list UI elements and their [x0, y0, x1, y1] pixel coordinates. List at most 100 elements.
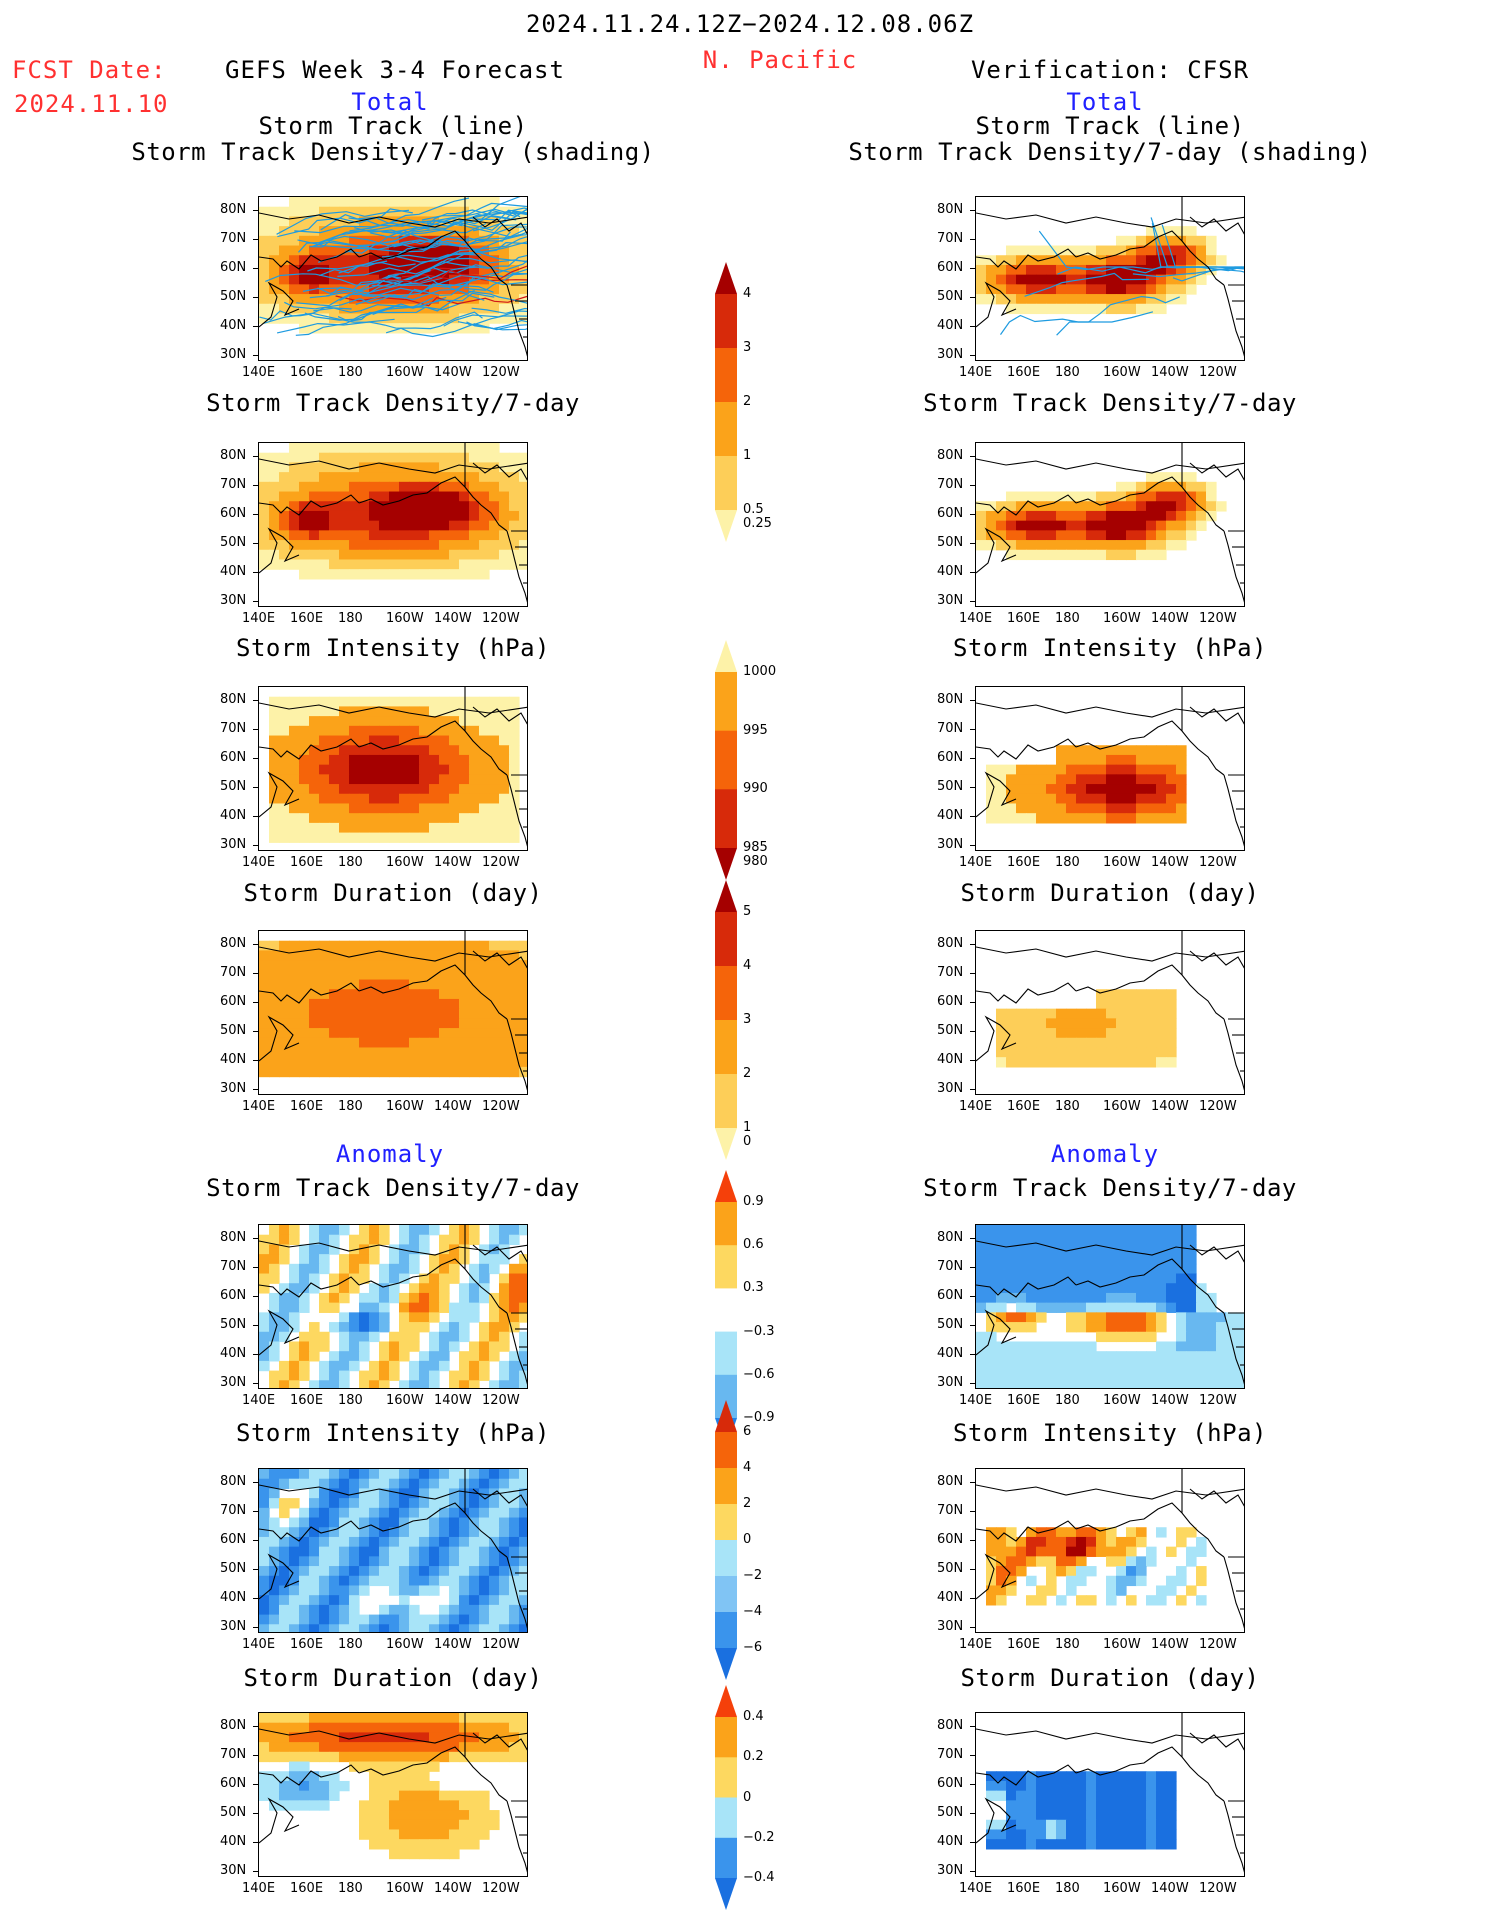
grid-cell	[289, 303, 300, 315]
grid-cell	[369, 559, 380, 570]
grid-cell	[359, 1037, 370, 1049]
grid-cell	[1036, 1790, 1047, 1801]
grid-cell	[1106, 255, 1117, 266]
grid-cell	[1176, 1341, 1187, 1352]
grid-cell	[409, 472, 420, 483]
grid-cell	[339, 443, 350, 454]
grid-cell	[309, 1057, 320, 1068]
grid-cell	[986, 520, 997, 531]
grid-cell	[349, 1254, 360, 1265]
grid-cell	[1076, 1829, 1087, 1840]
grid-cell	[1176, 784, 1187, 795]
grid-cell	[299, 822, 310, 834]
grid-cell	[429, 206, 440, 218]
grid-cell	[996, 1546, 1007, 1557]
grid-cell	[309, 1604, 320, 1616]
grid-cell	[319, 813, 330, 824]
grid-cell	[1096, 1057, 1107, 1068]
grid-cell	[1236, 1351, 1244, 1362]
grid-cell	[279, 1751, 290, 1763]
grid-cell	[449, 294, 460, 305]
grid-cell	[359, 1370, 370, 1381]
grid-cell	[419, 969, 430, 981]
x-tick-label: 160E	[1007, 855, 1041, 870]
grid-cell	[279, 491, 290, 502]
grid-cell	[1086, 520, 1097, 531]
grid-cell	[1136, 1312, 1147, 1323]
grid-cell	[489, 1732, 500, 1743]
grid-cell	[1206, 1312, 1217, 1323]
grid-cell	[509, 1595, 520, 1606]
grid-cell	[369, 1780, 380, 1792]
grid-cell	[1136, 501, 1147, 512]
grid-cell	[469, 1225, 480, 1236]
grid-cell	[359, 960, 370, 971]
x-tick-label: 120W	[482, 1393, 520, 1408]
grid-cell	[1126, 1566, 1137, 1577]
grid-cell	[369, 1713, 380, 1724]
grid-cell	[379, 540, 390, 551]
grid-cell	[469, 264, 480, 276]
grid-cell	[319, 1575, 330, 1587]
x-tick-label: 160W	[1103, 1881, 1141, 1896]
grid-cell	[469, 1380, 480, 1388]
grid-cell	[289, 1800, 300, 1811]
x-tick-label: 120W	[482, 611, 520, 626]
grid-cell	[459, 549, 470, 561]
grid-cell	[369, 1810, 380, 1821]
grid-cell	[1146, 989, 1157, 1000]
grid-cell	[1216, 1360, 1227, 1372]
grid-cell	[449, 1302, 460, 1313]
grid-cell	[269, 1722, 280, 1734]
grid-cell	[1126, 510, 1137, 522]
grid-cell	[1116, 1380, 1127, 1388]
grid-cell	[1146, 1380, 1157, 1388]
y-tick-label: 80N	[937, 1230, 964, 1245]
grid-cell	[419, 1585, 430, 1596]
grid-cell	[489, 1566, 500, 1577]
x-tick-label: 140W	[434, 1393, 472, 1408]
x-tick-label: 160E	[1007, 1393, 1041, 1408]
grid-cell	[1136, 1283, 1147, 1294]
y-tick-label: 40N	[220, 564, 247, 579]
grid-cell	[1156, 1771, 1167, 1782]
grid-cell	[499, 1614, 510, 1625]
grid-cell	[1156, 520, 1167, 531]
grid-cell	[329, 735, 340, 746]
grid-cell	[519, 1604, 527, 1616]
grid-cell	[1096, 1254, 1107, 1265]
grid-cell	[1056, 1380, 1067, 1388]
grid-cell	[439, 696, 450, 708]
grid-cell	[299, 1302, 310, 1313]
grid-cell	[479, 1751, 490, 1763]
grid-cell	[479, 1595, 490, 1606]
grid-cell	[299, 510, 310, 522]
grid-cell	[409, 520, 420, 531]
y-tick-label: 80N	[937, 692, 964, 707]
grid-cell	[369, 1312, 380, 1323]
grid-cell	[269, 1351, 280, 1362]
grid-cell	[1006, 1273, 1017, 1284]
x-tick-label: 140E	[959, 1637, 993, 1652]
grid-cell	[1016, 1225, 1027, 1236]
grid-cell	[469, 1057, 480, 1068]
grid-cell	[379, 1018, 390, 1029]
grid-cell	[1116, 294, 1127, 305]
grid-cell	[1146, 255, 1157, 266]
y-tick-mark	[970, 1031, 975, 1032]
y-tick-label: 30N	[937, 837, 964, 852]
grid-cell	[1006, 264, 1017, 276]
grid-cell	[419, 822, 430, 834]
grid-cell	[1036, 530, 1047, 541]
grid-cell	[1006, 294, 1017, 305]
grid-cell	[359, 1263, 370, 1275]
grid-cell	[339, 1360, 350, 1372]
grid-cell	[359, 472, 370, 483]
grid-cell	[379, 206, 390, 218]
grid-cell	[1146, 1234, 1157, 1246]
grid-cell	[996, 1780, 1007, 1792]
grid-cell	[289, 1566, 300, 1577]
grid-cell	[259, 540, 270, 551]
grid-cell	[1006, 1585, 1017, 1596]
panel-title: Storm Duration (day)	[243, 879, 543, 907]
